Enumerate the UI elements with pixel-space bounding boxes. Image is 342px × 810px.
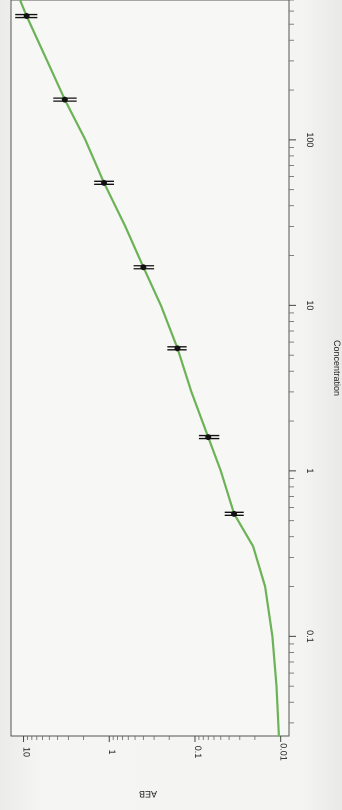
y-tick-label: 1 <box>107 749 117 754</box>
data-point <box>205 434 212 441</box>
plot-area <box>10 0 290 737</box>
x-axis: 0.1 1 10 100 <box>289 0 315 724</box>
data-points-layer <box>15 13 244 517</box>
data-point <box>101 179 108 186</box>
data-point <box>231 510 238 517</box>
x-tick-label: 1 <box>305 468 315 473</box>
data-point <box>140 264 147 271</box>
y-axis-title: AEB <box>139 789 157 799</box>
y-axis: 0.01 0.1 1 10 <box>22 736 289 761</box>
x-tick-label: 10 <box>305 300 315 310</box>
x-tick-label: 100 <box>305 132 315 147</box>
y-tick-label: 0.1 <box>193 746 203 759</box>
x-tick-label: 0.1 <box>305 630 315 643</box>
y-tick-label: 10 <box>22 747 32 757</box>
data-point <box>174 345 181 352</box>
x-axis-title: Concentration <box>332 340 342 396</box>
data-point <box>61 96 68 103</box>
data-point <box>23 13 30 20</box>
y-tick-label: 0.01 <box>279 743 289 761</box>
